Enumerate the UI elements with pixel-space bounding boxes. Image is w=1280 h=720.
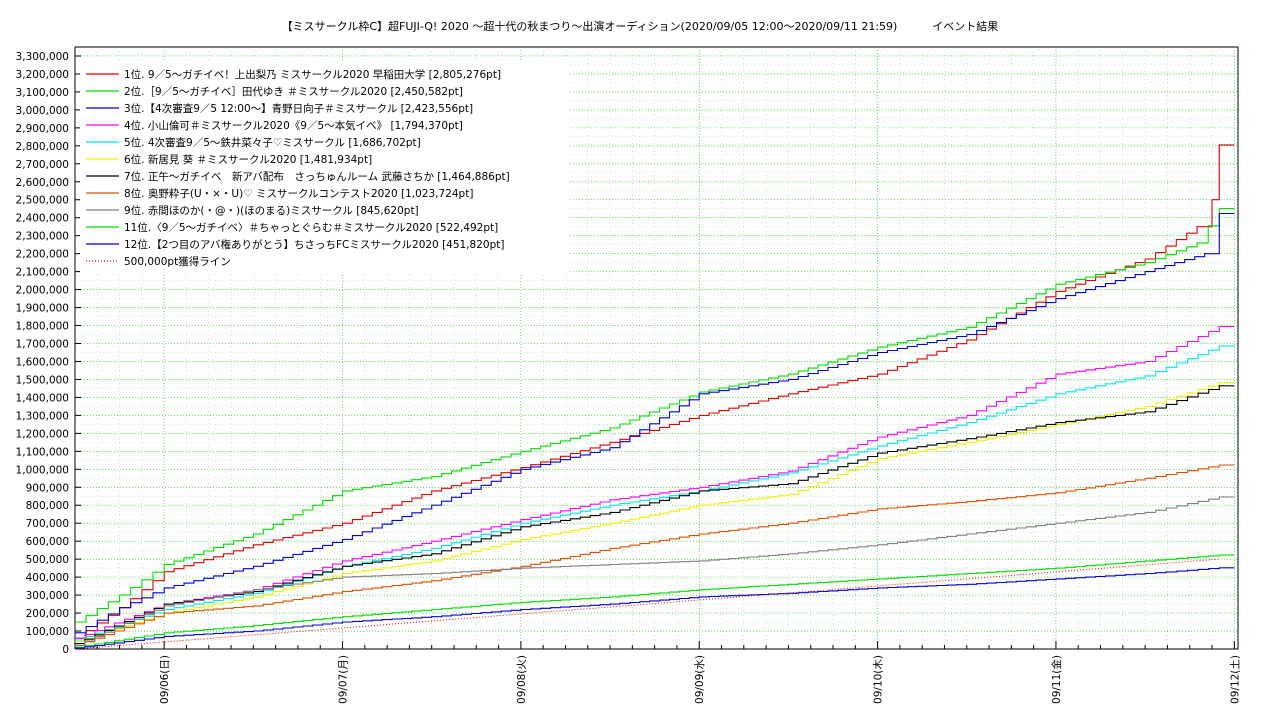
series-line	[75, 345, 1235, 641]
y-tick-label: 2,800,000	[16, 141, 69, 153]
grid	[75, 47, 1238, 649]
y-tick-label: 1,500,000	[16, 374, 69, 386]
x-tick-label: 09/11(金)	[1050, 655, 1063, 704]
y-tick-label: 3,300,000	[16, 51, 69, 63]
x-tick-label: 09/08(火)	[516, 655, 528, 704]
y-tick-label: 200,000	[26, 608, 69, 620]
y-tick-label: 1,400,000	[16, 392, 69, 404]
legend-label: 3位.【4次審査9／5 12:00〜】青野日向子＃ミスサークル [2,423,5…	[124, 102, 473, 115]
y-tick-label: 2,300,000	[16, 231, 69, 243]
x-tick-label: 09/10(木)	[873, 655, 885, 704]
y-tick-label: 2,700,000	[16, 159, 69, 171]
y-tick-label: 2,600,000	[16, 177, 69, 189]
legend-label: 12位.【2つ目のアバ権ありがとう】ちさっちFCミスサークル2020 [451,…	[124, 238, 504, 251]
y-tick-label: 2,500,000	[16, 195, 69, 207]
series-line	[75, 554, 1235, 648]
y-tick-label: 600,000	[26, 536, 69, 548]
legend-label: 2位.［9／5〜ガチイベ］田代ゆき ＃ミスサークル2020 [2,450,582…	[124, 85, 463, 98]
series-line	[75, 212, 1235, 634]
y-tick-label: 1,100,000	[16, 446, 69, 458]
y-tick-label: 300,000	[26, 590, 69, 602]
legend-label: 8位. 奥野粋子(U・×・U)♡ ミスサークルコンテスト2020 [1,023,…	[124, 187, 473, 200]
series-line	[75, 382, 1235, 643]
series-line	[75, 496, 1235, 646]
legend-label: 4位. 小山倫可＃ミスサークル2020《9／5〜本気イベ》 [1,794,370…	[124, 119, 463, 132]
chart-title: 【ミスサークル枠C】超FUJI-Q! 2020 〜超十代の秋まつり〜出演オーディ…	[281, 20, 999, 33]
series-group	[74, 144, 1235, 650]
y-tick-label: 1,000,000	[16, 464, 69, 476]
legend: 1位. 9／5〜ガチイベ！上出梨乃 ミスサークル2020 早稲田大学 [2,80…	[80, 62, 570, 274]
series-line	[75, 208, 1235, 623]
y-tick-label: 100,000	[26, 626, 69, 638]
y-tick-label: 2,200,000	[16, 249, 69, 261]
legend-label: 1位. 9／5〜ガチイベ！上出梨乃 ミスサークル2020 早稲田大学 [2,80…	[124, 68, 501, 81]
series-line	[75, 464, 1235, 646]
legend-label: 11位.〈9／5〜ガチイベ〉＃ちゃっとぐらむ＃ミスサークル2020 [522,4…	[124, 221, 498, 234]
y-axis: 0 100,000 200,000 300,000 400,000 500,000 600,…	[16, 51, 81, 656]
series-line	[75, 325, 1235, 639]
y-tick-label: 1,600,000	[16, 356, 69, 368]
y-tick-label: 700,000	[26, 518, 69, 530]
y-tick-label: 1,700,000	[16, 339, 69, 351]
x-axis: 09/06(日) 09/07(月) 09/08(火) 09/09(水) 09/10(木)…	[96, 641, 1241, 704]
x-tick-label: 09/09(水)	[694, 655, 706, 704]
y-tick-label: 900,000	[26, 482, 69, 494]
y-tick-label: 1,900,000	[16, 303, 69, 315]
y-tick-label: 2,000,000	[16, 285, 69, 297]
y-tick-label: 500,000	[26, 554, 69, 566]
legend-label: 5位. 4次審査9／5〜鉄井菜々子♡ミスサークル [1,686,702pt]	[124, 136, 421, 149]
legend-label: 6位. 新居見 葵 ＃ミスサークル2020 [1,481,934pt]	[124, 153, 372, 166]
y-tick-label: 800,000	[26, 500, 69, 512]
y-tick-label: 2,100,000	[16, 267, 69, 279]
y-tick-label: 3,100,000	[16, 87, 69, 99]
y-tick-label: 3,000,000	[16, 105, 69, 117]
y-tick-label: 1,200,000	[16, 428, 69, 440]
series-line	[74, 558, 1220, 650]
series-line	[75, 567, 1235, 649]
y-tick-label: 3,200,000	[16, 69, 69, 81]
x-tick-label: 09/12(土)	[1228, 655, 1241, 704]
y-tick-label: 2,900,000	[16, 123, 69, 135]
y-tick-label: 1,300,000	[16, 410, 69, 422]
legend-label: 500,000pt獲得ライン	[124, 255, 231, 268]
y-tick-label: 2,400,000	[16, 213, 69, 225]
legend-background	[80, 62, 570, 274]
series-line	[75, 144, 1235, 639]
x-tick-label: 09/06(日)	[159, 655, 171, 704]
y-tick-label: 400,000	[26, 572, 69, 584]
y-tick-label: 0	[62, 644, 69, 656]
y-tick-label: 1,800,000	[16, 321, 69, 333]
x-tick-label: 09/07(月)	[338, 655, 350, 704]
legend-label: 9位. 赤間ほのか(・@・)(ほのまる)ミスサークル [845,620pt]	[124, 204, 419, 217]
legend-label: 7位. 正午〜ガチイベ 新アバ配布 さっちゅんルーム 武藤さちか [1,464,…	[124, 170, 510, 183]
